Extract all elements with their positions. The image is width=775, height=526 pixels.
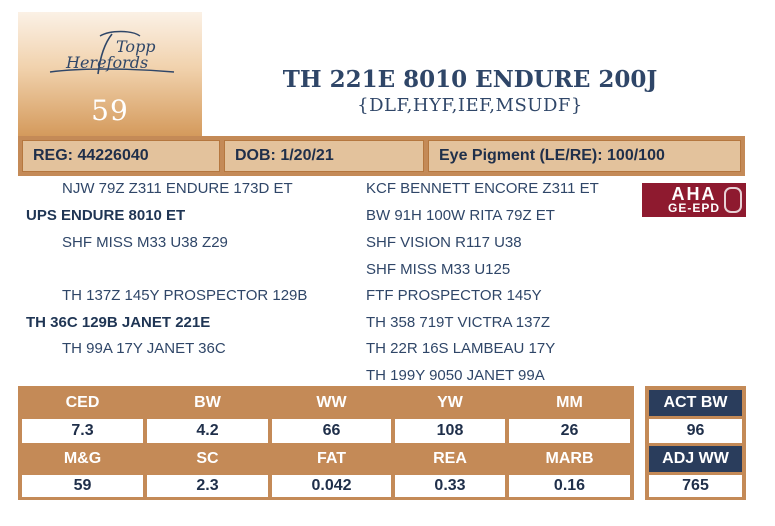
epd-header-fat: FAT [316, 450, 347, 467]
pedigree-sire-dam: SHF MISS M33 U38 Z29 [62, 234, 228, 251]
logo-text-topp: Topp [116, 37, 156, 56]
date-of-birth: DOB: 1/20/21 [224, 140, 424, 172]
epd-header-mm: MM [556, 394, 583, 411]
adjusted-ww-label: ADJ WW [649, 446, 742, 472]
epd-header-bw: BW [194, 394, 221, 411]
pedigree-gg-7: TH 22R 16S LAMBEAU 17Y [366, 340, 556, 357]
epd-value-bw: 4.2 [147, 419, 268, 443]
epd-table: CED BW WW YW MM 7.3 4.2 66 108 26 M&G SC… [18, 386, 634, 500]
epd-value-sc: 2.3 [147, 475, 268, 497]
actual-bw-value: 96 [649, 419, 742, 443]
dna-chain-icon [724, 187, 742, 213]
aha-ge-epd-badge: AHA GE-EPD [642, 183, 746, 217]
info-bar: REG: 44226040 DOB: 1/20/21 Eye Pigment (… [18, 136, 745, 176]
epd-value-ced: 7.3 [22, 419, 143, 443]
logo-panel: Topp Herefords 59 [18, 12, 202, 136]
logo-graphic: Topp Herefords [49, 30, 175, 75]
pedigree-dam: TH 36C 129B JANET 221E [26, 314, 211, 331]
pedigree-gg-1: KCF BENNETT ENCORE Z311 ET [366, 180, 599, 197]
epd-value-ww: 66 [272, 419, 391, 443]
epd-value-rea: 0.33 [395, 475, 505, 497]
pedigree-gg-3: SHF VISION R117 U38 [366, 234, 522, 251]
epd-value-fat: 0.042 [272, 475, 391, 497]
epd-header-ced: CED [65, 394, 100, 411]
animal-header: TH 221E 8010 ENDURE 200J {DLF,HYF,IEF,MS… [205, 66, 735, 116]
pedigree-sire-sire: NJW 79Z Z311 ENDURE 173D ET [62, 180, 293, 197]
badge-ge-epd-text: GE-EPD [667, 200, 720, 215]
genetic-codes: {DLF,HYF,IEF,MSUDF} [357, 95, 583, 116]
epd-header-mg: M&G [63, 450, 102, 467]
epd-header-yw: YW [437, 394, 463, 411]
epd-value-yw: 108 [395, 419, 505, 443]
topp-herefords-logo: Topp Herefords [40, 28, 180, 88]
lot-number: 59 [91, 94, 129, 127]
actual-weights: ACT BW 96 ADJ WW 765 [645, 386, 746, 500]
registration-number: REG: 44226040 [22, 140, 220, 172]
epd-header-ww: WW [316, 394, 347, 411]
pedigree-gg-6: TH 358 719T VICTRA 137Z [366, 314, 550, 331]
epd-header-rea: REA [433, 450, 467, 467]
eye-pigment: Eye Pigment (LE/RE): 100/100 [428, 140, 741, 172]
animal-name: TH 221E 8010 ENDURE 200J [282, 66, 658, 93]
epd-value-marb: 0.16 [509, 475, 630, 497]
pedigree-gg-8: TH 199Y 9050 JANET 99A [366, 367, 545, 384]
pedigree-gg-2: BW 91H 100W RITA 79Z ET [366, 207, 555, 224]
badge-aha-text: AHA [671, 183, 717, 204]
pedigree-dam-dam: TH 99A 17Y JANET 36C [62, 340, 226, 357]
epd-header-marb: MARB [545, 450, 594, 467]
adjusted-ww-value: 765 [649, 475, 742, 497]
pedigree-dam-sire: TH 137Z 145Y PROSPECTOR 129B [62, 287, 308, 304]
epd-value-mg: 59 [22, 475, 143, 497]
pedigree-gg-5: FTF PROSPECTOR 145Y [366, 287, 542, 304]
pedigree-sire: UPS ENDURE 8010 ET [26, 207, 186, 224]
pedigree-gg-4: SHF MISS M33 U125 [366, 261, 511, 278]
epd-header-sc: SC [196, 450, 219, 467]
actual-bw-label: ACT BW [649, 390, 742, 416]
epd-value-mm: 26 [509, 419, 630, 443]
logo-text-herefords: Herefords [65, 53, 148, 72]
